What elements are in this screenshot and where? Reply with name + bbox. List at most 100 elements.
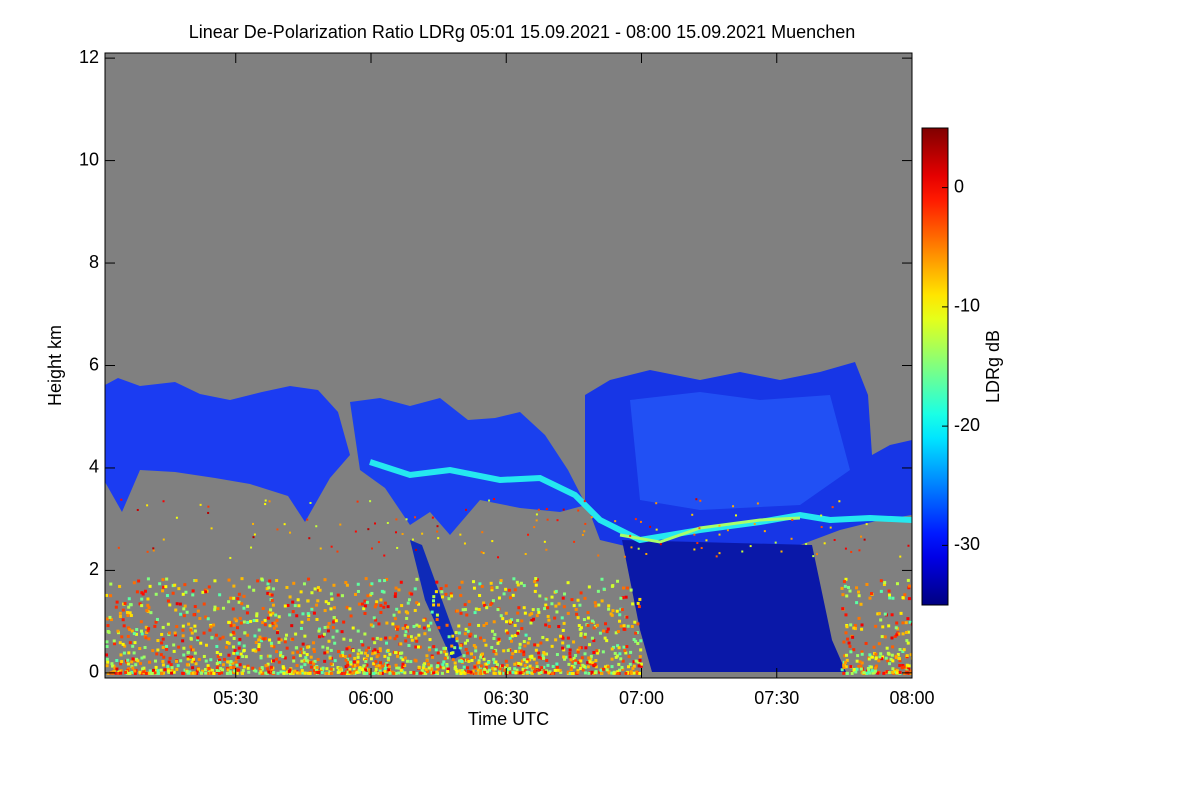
noise-pixel (888, 662, 892, 666)
noise-pixel (138, 602, 142, 606)
noise-pixel (296, 598, 300, 602)
noise-pixel (354, 663, 358, 667)
noise-pixel (357, 669, 361, 673)
noise-pixel (576, 669, 580, 673)
noise-pixel (367, 646, 371, 650)
noise-pixel (543, 540, 546, 543)
noise-pixel (161, 637, 165, 641)
noise-pixel (443, 656, 447, 660)
noise-pixel (615, 609, 619, 613)
noise-pixel (173, 631, 177, 635)
noise-pixel (393, 594, 397, 598)
noise-pixel (178, 602, 182, 606)
noise-pixel (838, 500, 841, 503)
noise-pixel (901, 596, 905, 600)
noise-pixel (378, 649, 382, 653)
noise-pixel (396, 654, 400, 658)
noise-pixel (393, 637, 397, 641)
noise-pixel (432, 671, 436, 675)
noise-pixel (292, 581, 296, 585)
noise-pixel (115, 659, 119, 663)
noise-pixel (326, 629, 330, 633)
noise-pixel (587, 656, 591, 660)
noise-pixel (464, 647, 468, 651)
noise-pixel (910, 622, 912, 626)
noise-pixel (375, 655, 379, 659)
noise-pixel (508, 636, 512, 640)
noise-pixel (239, 621, 243, 625)
noise-pixel (462, 670, 466, 674)
noise-pixel (193, 671, 197, 675)
noise-pixel (395, 518, 398, 521)
noise-pixel (282, 671, 286, 675)
noise-pixel (594, 671, 598, 675)
y-tick-label: 8 (89, 252, 99, 272)
noise-pixel (150, 671, 154, 675)
noise-pixel (449, 592, 453, 596)
colorbar (921, 127, 949, 606)
noise-pixel (297, 604, 301, 608)
noise-pixel (146, 504, 149, 507)
noise-pixel (890, 653, 894, 657)
noise-pixel (845, 658, 849, 662)
noise-pixel (158, 582, 162, 586)
noise-pixel (379, 604, 383, 608)
noise-pixel (626, 665, 630, 669)
noise-pixel (463, 641, 467, 645)
noise-pixel (450, 594, 454, 598)
noise-pixel (394, 531, 397, 534)
noise-pixel (624, 595, 628, 599)
noise-pixel (858, 549, 861, 552)
noise-pixel (876, 671, 880, 675)
noise-pixel (323, 578, 327, 582)
noise-pixel (271, 621, 275, 625)
noise-pixel (193, 624, 197, 628)
noise-pixel (907, 586, 911, 590)
noise-pixel (128, 671, 132, 675)
noise-pixel (374, 618, 378, 622)
noise-pixel (397, 666, 401, 670)
noise-pixel (512, 577, 516, 581)
noise-pixel (605, 639, 609, 643)
noise-pixel (378, 579, 382, 583)
noise-pixel (868, 654, 872, 658)
noise-pixel (332, 583, 336, 587)
noise-pixel (559, 670, 563, 674)
noise-pixel (129, 613, 133, 617)
noise-pixel (545, 638, 549, 642)
noise-pixel (374, 522, 377, 525)
noise-pixel (494, 660, 498, 664)
noise-pixel (155, 652, 159, 656)
noise-pixel (373, 641, 377, 645)
noise-pixel (698, 527, 701, 530)
noise-pixel (222, 657, 226, 661)
noise-pixel (488, 668, 492, 672)
noise-pixel (906, 641, 910, 645)
noise-pixel (860, 661, 864, 665)
noise-pixel (875, 664, 879, 668)
noise-pixel (531, 608, 535, 612)
noise-pixel (255, 619, 259, 623)
noise-pixel (426, 670, 430, 674)
noise-pixel (502, 592, 506, 596)
noise-pixel (442, 666, 446, 670)
noise-pixel (364, 577, 368, 581)
noise-pixel (902, 665, 906, 669)
noise-pixel (346, 663, 350, 667)
noise-pixel (571, 660, 575, 664)
noise-pixel (206, 617, 210, 621)
noise-pixel (870, 669, 874, 673)
noise-pixel (623, 555, 626, 558)
noise-pixel (401, 662, 405, 666)
noise-pixel (636, 601, 640, 605)
noise-pixel (546, 606, 550, 610)
noise-pixel (413, 608, 417, 612)
noise-pixel (188, 670, 192, 674)
noise-pixel (431, 516, 434, 519)
noise-pixel (362, 671, 366, 675)
noise-pixel (544, 623, 548, 627)
noise-pixel (236, 597, 240, 601)
noise-pixel (352, 667, 356, 671)
noise-pixel (634, 518, 637, 521)
noise-pixel (119, 669, 123, 673)
